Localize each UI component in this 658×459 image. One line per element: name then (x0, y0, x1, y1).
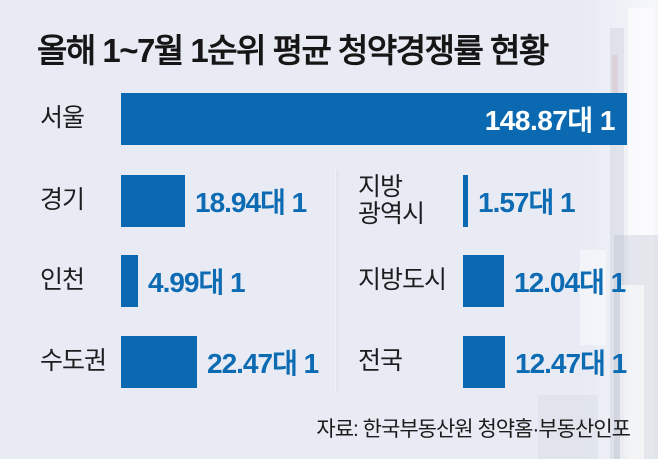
chart-row-sudogwon: 수도권 22.47대 1 (40, 336, 319, 388)
chart-row-gyeonggi: 경기 18.94대 1 (40, 175, 307, 227)
region-label-gyeonggi: 경기 (40, 186, 85, 215)
source-credit: 자료: 한국부동산원 청약홈·부동산인포 (316, 418, 631, 441)
chart-row-jibang-dosi: 지방도시 12.04대 1 (358, 255, 626, 307)
chart-row-jibang-gwangyeoksi: 지방 광역시 1.57대 1 (358, 172, 576, 228)
region-label-incheon: 인천 (40, 266, 85, 295)
column-divider (335, 170, 338, 392)
bar-value-seoul: 148.87대 1 (484, 105, 616, 136)
bar-value-jeonguk: 12.47대 1 (515, 348, 627, 379)
bar-seoul: 148.87대 1 (121, 93, 627, 145)
chart-row-incheon: 인천 4.99대 1 (40, 255, 246, 307)
chart-row-jeonguk: 전국 12.47대 1 (358, 336, 627, 388)
bar-sudogwon (121, 336, 197, 388)
bar-gyeonggi (121, 175, 185, 227)
building-watermark (628, 8, 654, 459)
building-watermark (586, 0, 658, 459)
bar-jibang-dosi (463, 255, 504, 307)
region-label-sudogwon: 수도권 (40, 347, 107, 376)
bar-incheon (121, 255, 138, 307)
region-label-seoul: 서울 (40, 104, 85, 133)
bar-value-jibang-gwangyeoksi: 1.57대 1 (478, 187, 576, 218)
chart-row-seoul: 서울 148.87대 1 (40, 93, 627, 145)
bar-value-incheon: 4.99대 1 (148, 267, 246, 298)
bar-value-gyeonggi: 18.94대 1 (195, 187, 307, 218)
chart-title: 올해 1~7월 1순위 평균 청약경쟁률 현황 (37, 32, 549, 69)
bar-value-jibang-dosi: 12.04대 1 (514, 267, 626, 298)
region-label-jibang-dosi: 지방도시 (358, 266, 447, 295)
bar-jeonguk (463, 336, 505, 388)
region-label-jibang-gwangyeoksi: 지방 광역시 (358, 172, 425, 228)
bar-value-sudogwon: 22.47대 1 (207, 348, 319, 379)
region-label-jeonguk: 전국 (358, 347, 403, 376)
bar-jibang-gwangyeoksi (463, 175, 468, 227)
